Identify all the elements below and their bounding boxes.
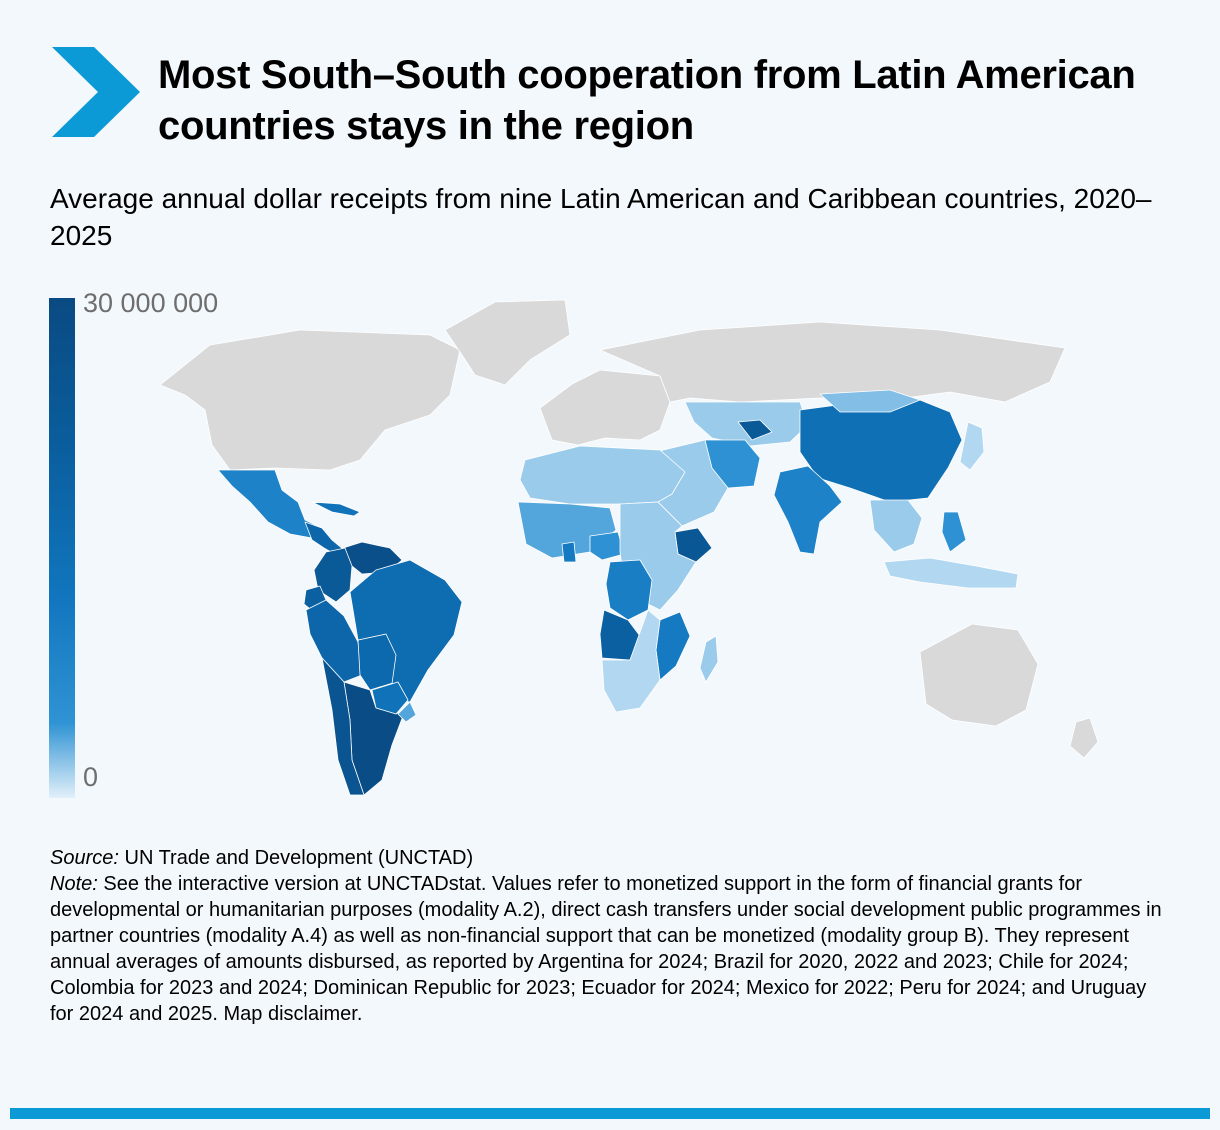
chart-title: Most South–South cooperation from Latin … xyxy=(158,53,1136,148)
legend-color-scale xyxy=(49,298,75,798)
region-cuba xyxy=(311,501,361,517)
region-india xyxy=(773,465,843,555)
footnotes: Source: UN Trade and Development (UNCTAD… xyxy=(50,845,1170,1027)
source-label: Source: xyxy=(50,847,119,869)
region-ghana xyxy=(561,541,577,563)
region-nigeria xyxy=(589,531,625,561)
region-uruguay xyxy=(397,701,417,723)
region-russia xyxy=(599,321,1066,403)
region-europe xyxy=(539,369,671,446)
region-madagascar xyxy=(699,635,719,683)
world-choropleth-map xyxy=(159,299,1099,796)
region-chile xyxy=(321,657,365,796)
region-southeast-asia xyxy=(869,499,923,553)
chart-subtitle: Average annual dollar receipts from nine… xyxy=(50,183,1152,251)
region-brazil xyxy=(349,559,463,703)
region-indonesia xyxy=(883,557,1019,589)
source-text: UN Trade and Development (UNCTAD) xyxy=(118,847,474,869)
region-australia xyxy=(919,623,1039,727)
note-label: Note: xyxy=(50,873,98,895)
bottom-rule xyxy=(10,1108,1210,1119)
region-greenland xyxy=(444,299,571,386)
region-uzbekistan xyxy=(737,419,773,441)
chevron-arrow-icon xyxy=(52,47,140,137)
region-philippines xyxy=(941,511,967,553)
region-mongolia xyxy=(819,389,921,413)
region-north-america xyxy=(159,329,461,471)
legend-max-label: 30 000 000 xyxy=(83,288,219,318)
region-colombia xyxy=(313,547,353,603)
region-dr-congo xyxy=(605,559,653,621)
region-north-africa xyxy=(519,445,686,505)
region-japan xyxy=(959,421,985,471)
region-new-zealand xyxy=(1069,717,1099,759)
region-mozambique xyxy=(655,611,691,681)
legend-min-label: 0 xyxy=(83,762,99,792)
region-southern-africa xyxy=(601,609,661,713)
region-mexico xyxy=(217,469,323,539)
note-text: See the interactive version at UNCTADsta… xyxy=(50,873,1162,1025)
